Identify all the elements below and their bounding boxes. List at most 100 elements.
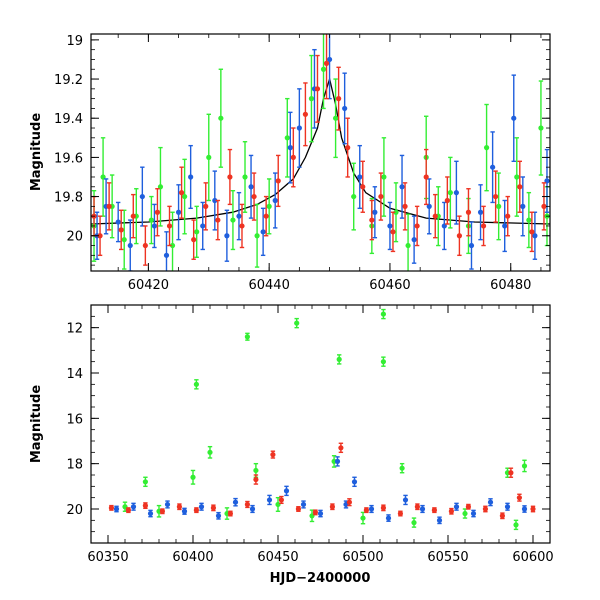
data-point bbox=[385, 514, 392, 522]
data-point bbox=[139, 166, 145, 227]
data-point bbox=[516, 493, 523, 502]
data-point bbox=[351, 162, 357, 231]
data-point bbox=[520, 176, 526, 237]
data-point bbox=[423, 148, 429, 206]
data-point bbox=[181, 507, 188, 515]
bottom-series-green bbox=[122, 308, 528, 531]
data-point bbox=[357, 144, 363, 210]
data-point bbox=[248, 154, 254, 219]
top-axes: 60420 60440 60460 60480 19 19.2 19.4 19.6 19.8 20 bbox=[54, 34, 550, 293]
data-point bbox=[130, 193, 136, 239]
y-tick-label: 19.2 bbox=[54, 73, 83, 88]
data-point bbox=[270, 450, 276, 459]
data-point bbox=[448, 507, 454, 515]
data-point bbox=[496, 172, 502, 241]
data-point bbox=[266, 178, 272, 235]
data-point bbox=[314, 54, 321, 123]
data-point bbox=[253, 462, 259, 478]
data-point bbox=[419, 504, 426, 514]
data-point bbox=[513, 519, 519, 531]
data-point bbox=[505, 195, 511, 237]
data-point bbox=[159, 508, 165, 515]
data-point bbox=[215, 511, 222, 520]
data-point bbox=[372, 186, 378, 239]
data-point bbox=[275, 154, 281, 208]
data-point bbox=[190, 469, 196, 485]
top-series-red bbox=[91, 34, 547, 266]
data-point bbox=[97, 215, 103, 257]
data-point bbox=[414, 503, 420, 511]
data-point bbox=[411, 517, 417, 528]
top-series-blue bbox=[94, 34, 550, 271]
bottom-panel: 60350 60400 60450 60500 60550 60600 12 14 16 18 20… bbox=[29, 304, 554, 586]
data-point bbox=[169, 211, 176, 271]
data-point bbox=[342, 72, 348, 145]
data-point bbox=[336, 66, 342, 131]
bottom-x-axis-title: HJD−2400000 bbox=[270, 571, 371, 586]
data-point bbox=[502, 199, 508, 253]
data-point bbox=[212, 170, 218, 231]
data-point bbox=[436, 516, 443, 525]
data-point bbox=[432, 193, 438, 239]
x-tick-label: 60600 bbox=[512, 550, 553, 565]
y-tick-label: 19.8 bbox=[54, 191, 83, 206]
data-point bbox=[399, 462, 405, 474]
data-point bbox=[329, 503, 335, 511]
data-point bbox=[142, 502, 148, 510]
data-point bbox=[207, 445, 213, 459]
data-point bbox=[283, 485, 290, 497]
data-point bbox=[368, 504, 375, 514]
data-point bbox=[227, 510, 233, 517]
data-point bbox=[166, 205, 173, 247]
data-point bbox=[239, 203, 245, 249]
data-point bbox=[465, 188, 472, 237]
data-point bbox=[526, 191, 532, 249]
data-point bbox=[163, 231, 170, 271]
data-point bbox=[508, 467, 514, 478]
data-point bbox=[230, 189, 236, 251]
data-point bbox=[312, 509, 318, 516]
data-point bbox=[462, 508, 468, 519]
data-point bbox=[130, 502, 137, 511]
data-point bbox=[157, 146, 164, 227]
data-point bbox=[182, 158, 188, 235]
data-point bbox=[465, 503, 471, 510]
data-point bbox=[147, 509, 154, 518]
data-point bbox=[263, 195, 269, 237]
data-point bbox=[287, 111, 293, 184]
y-tick-label: 20 bbox=[66, 503, 83, 518]
data-point bbox=[125, 507, 131, 514]
data-point bbox=[175, 184, 182, 241]
data-point bbox=[470, 509, 477, 518]
data-point bbox=[323, 34, 330, 100]
data-point bbox=[338, 442, 344, 454]
data-point bbox=[483, 103, 490, 192]
data-point bbox=[206, 113, 212, 202]
data-point bbox=[380, 356, 386, 367]
data-point bbox=[215, 199, 221, 241]
data-point bbox=[490, 131, 496, 204]
data-point bbox=[244, 332, 250, 341]
data-point bbox=[480, 205, 487, 247]
data-point bbox=[346, 498, 352, 507]
data-point bbox=[514, 137, 520, 217]
data-point bbox=[253, 474, 259, 485]
data-point bbox=[431, 507, 437, 514]
top-panel: 60420 60440 60460 60480 19 19.2 19.4 19.6 19.8 20… bbox=[29, 33, 551, 293]
data-point bbox=[397, 510, 403, 517]
data-point bbox=[405, 213, 411, 271]
data-point bbox=[296, 88, 302, 168]
data-point bbox=[334, 456, 341, 467]
data-point bbox=[477, 184, 484, 241]
data-point bbox=[176, 503, 182, 511]
y-tick-label: 14 bbox=[66, 367, 83, 382]
data-point bbox=[224, 209, 230, 262]
data-point bbox=[369, 199, 375, 241]
data-point bbox=[278, 495, 284, 505]
data-point bbox=[320, 34, 327, 110]
data-point bbox=[351, 476, 358, 488]
bottom-series-red bbox=[108, 442, 536, 520]
data-point bbox=[188, 144, 194, 210]
data-point bbox=[499, 512, 505, 520]
